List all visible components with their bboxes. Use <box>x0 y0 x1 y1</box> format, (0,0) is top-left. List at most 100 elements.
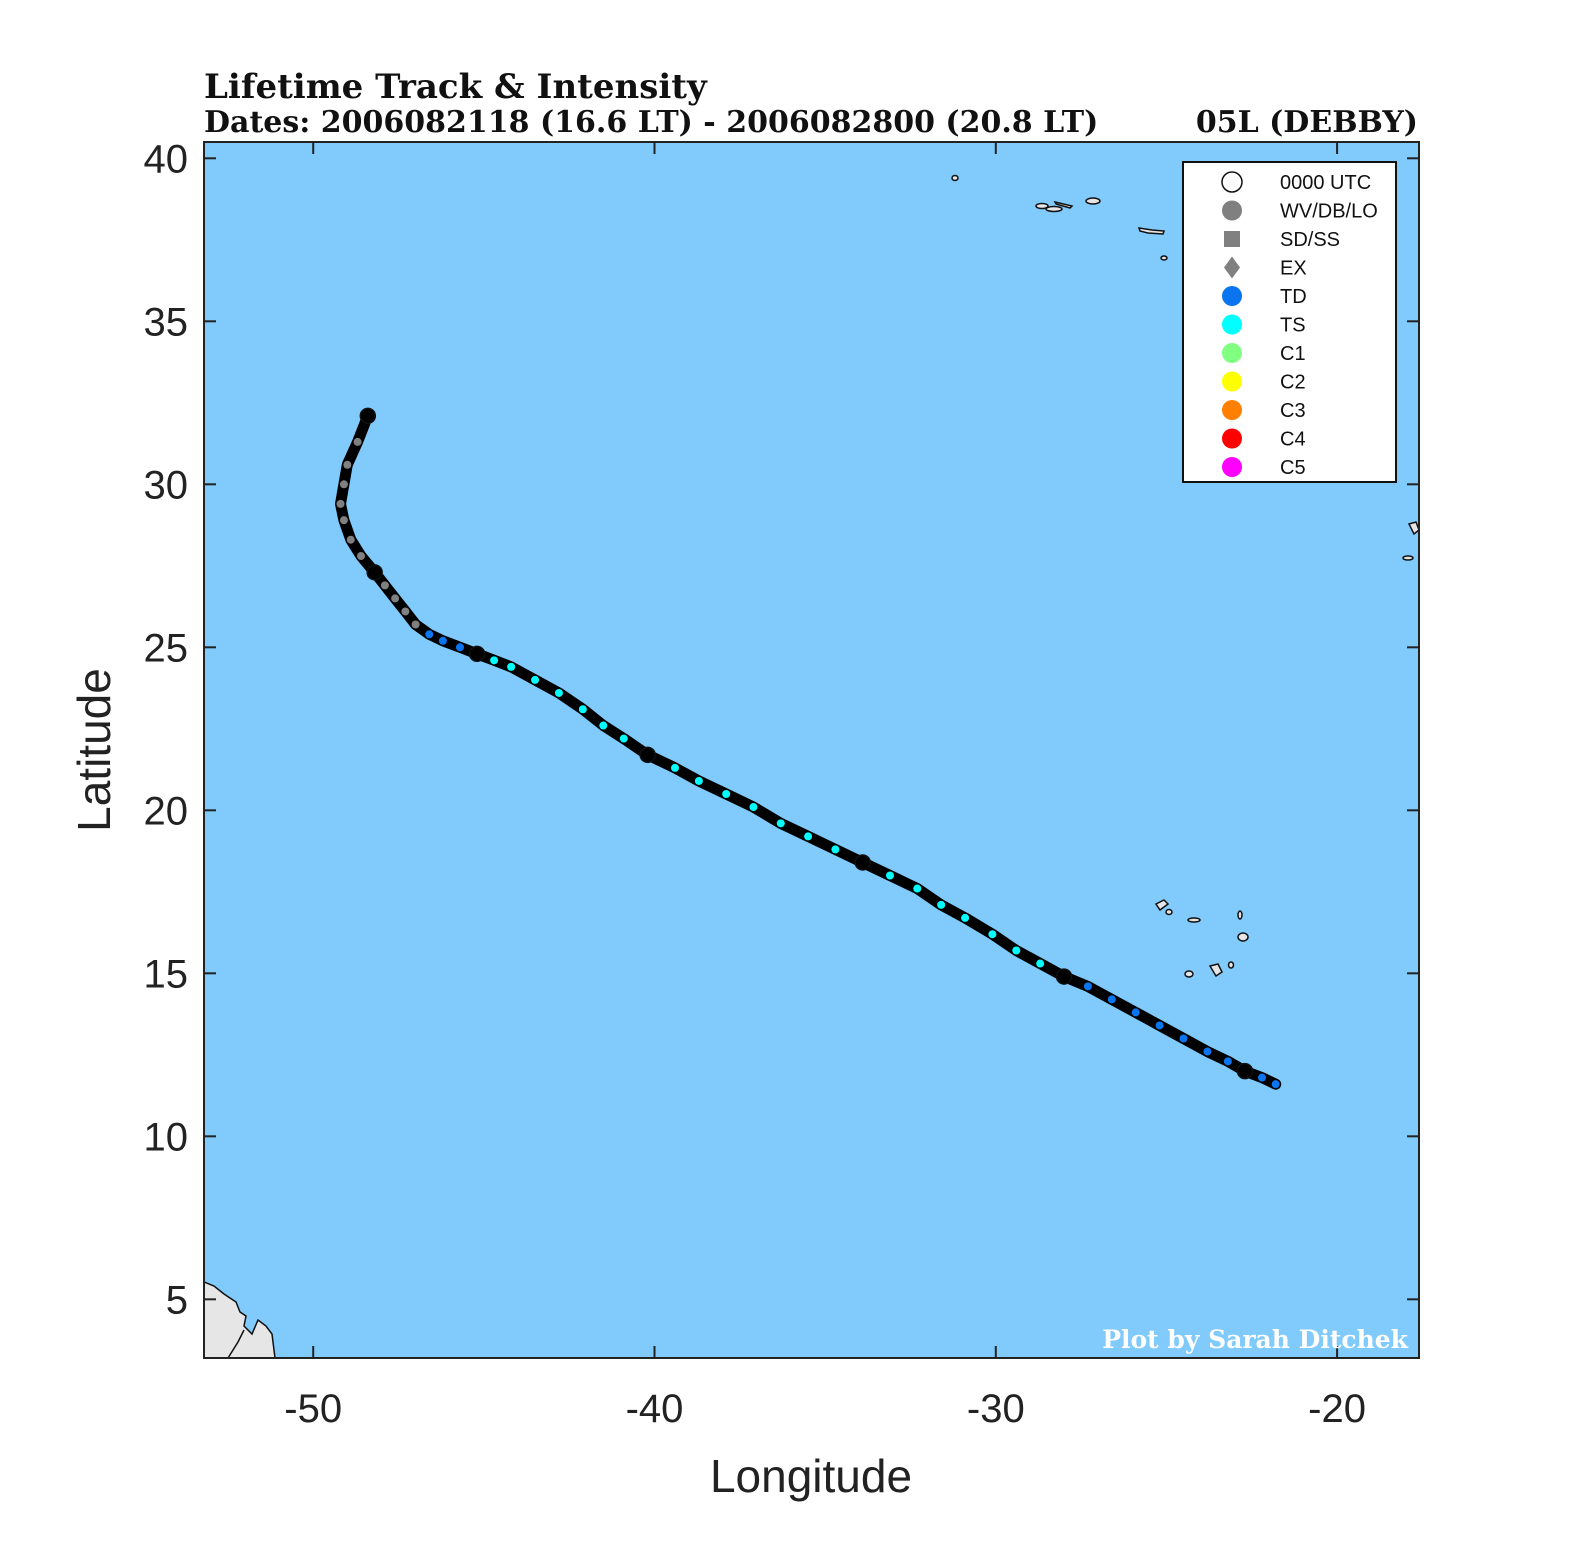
track-point-wv-db-lo <box>339 516 348 525</box>
island <box>1154 899 1170 912</box>
track-point-ts <box>988 930 997 939</box>
track-point-wv-db-lo <box>380 581 389 590</box>
track-point-0000utc <box>1055 968 1073 985</box>
legend-label-ex: EX <box>1280 258 1307 280</box>
island <box>1053 200 1074 209</box>
track-point-ts <box>831 845 840 854</box>
track-point-ts <box>578 705 587 714</box>
y-tick-label: 35 <box>144 300 189 344</box>
island <box>1402 555 1414 561</box>
track-point-td <box>1203 1047 1212 1056</box>
track-point-ts <box>670 763 679 772</box>
x-tick-label: -30 <box>967 1387 1025 1431</box>
chart-title: Lifetime Track & Intensity <box>204 67 708 107</box>
island <box>1407 521 1419 536</box>
track-point-wv-db-lo <box>353 437 362 446</box>
legend-items: 0000 UTC WV/DB/LO SD/SS EX TD TS C1 C2 C3 C4 C5 <box>1221 171 1378 479</box>
legend-label-c2: C2 <box>1280 372 1306 394</box>
track-point-ts <box>507 662 516 671</box>
south-america-coast <box>204 1281 276 1358</box>
island <box>951 174 959 182</box>
legend-label-wv-db-lo: WV/DB/LO <box>1280 201 1378 223</box>
track-point-td <box>1223 1057 1232 1066</box>
track-point-td <box>1107 995 1116 1004</box>
legend-label-sd-ss: SD/SS <box>1280 229 1340 251</box>
track-point-ts <box>913 884 922 893</box>
track-point-0000utc <box>468 645 486 663</box>
y-axis-label: Latitude <box>68 668 120 832</box>
y-tick-label: 25 <box>144 626 189 670</box>
track-point-wv-db-lo <box>336 499 345 508</box>
y-tick-label: 15 <box>144 952 189 996</box>
y-tick-label: 10 <box>144 1115 189 1159</box>
island <box>1165 908 1173 916</box>
legend-marker-c2 <box>1222 371 1242 392</box>
legend-label-0000-utc: 0000 UTC <box>1280 172 1371 194</box>
track-point-td <box>425 630 434 639</box>
island <box>1227 961 1235 969</box>
legend-marker-sd-ss <box>1224 231 1240 247</box>
legend-label-td: TD <box>1280 286 1307 308</box>
track-point-ts <box>885 871 894 880</box>
x-tick-label: -40 <box>626 1387 684 1431</box>
legend-marker-ts <box>1222 314 1242 335</box>
track-point-td <box>1179 1034 1188 1043</box>
track-point-td <box>1271 1080 1280 1089</box>
legend-box <box>1182 161 1397 483</box>
track-point-ts <box>1036 959 1045 968</box>
legend-label-c5: C5 <box>1280 457 1306 479</box>
track-point-0000utc <box>366 564 383 581</box>
track-point-ts <box>619 734 628 743</box>
y-tick-label: 20 <box>144 789 189 833</box>
track-point-wv-db-lo <box>343 460 352 469</box>
track-point-td <box>455 643 464 652</box>
track-point-wv-db-lo <box>356 552 365 561</box>
island <box>1208 963 1223 978</box>
legend-marker-c1 <box>1222 343 1242 363</box>
track-point-0000utc <box>359 407 377 425</box>
legend-label-ts: TS <box>1280 315 1306 337</box>
legend-label-c4: C4 <box>1280 429 1306 451</box>
legend-label-c1: C1 <box>1280 343 1306 365</box>
track-point-ts <box>776 819 785 828</box>
track-point-ts <box>694 776 703 785</box>
island <box>1085 197 1101 205</box>
legend-marker-c5 <box>1222 457 1242 477</box>
legend-marker-wv-db-lo <box>1222 200 1242 221</box>
legend-marker-c4 <box>1222 428 1242 449</box>
island <box>1045 205 1063 213</box>
track-point-0000utc <box>639 746 656 764</box>
track-point-ts <box>804 832 813 841</box>
track-point-td <box>438 636 447 645</box>
track-point-wv-db-lo <box>339 480 348 489</box>
plot-credit: Plot by Sarah Ditchek <box>1102 1325 1408 1354</box>
chart-subtitle-dates: Dates: 2006082118 (16.6 LT) - 2006082800… <box>204 105 1098 140</box>
track-point-td <box>1131 1008 1140 1017</box>
legend-marker-c3 <box>1222 400 1242 420</box>
track-point-td <box>1083 982 1092 991</box>
track-point-ts <box>599 721 608 730</box>
y-tick-label: 30 <box>144 463 189 507</box>
track-point-ts <box>961 913 970 922</box>
island <box>1035 202 1049 210</box>
x-tick-label: -50 <box>284 1387 342 1431</box>
island <box>1237 932 1249 942</box>
track-point-0000utc <box>1236 1062 1254 1080</box>
track-point-ts <box>554 688 563 697</box>
island <box>1137 227 1166 235</box>
track-point-ts <box>531 675 540 684</box>
y-tick-label: 5 <box>166 1278 188 1322</box>
track-point-ts <box>1012 946 1021 955</box>
track-point-wv-db-lo <box>346 535 355 544</box>
land-layer <box>204 174 1419 1358</box>
track-point-ts <box>722 790 731 799</box>
track-point-ts <box>490 656 499 665</box>
x-axis-label: Longitude <box>710 1450 912 1502</box>
track-point-td <box>1258 1073 1267 1082</box>
storm-name: 05L (DEBBY) <box>1196 105 1418 140</box>
coastline-inner <box>227 1329 245 1358</box>
track-point-td <box>1155 1021 1164 1030</box>
legend: 0000 UTC WV/DB/LO SD/SS EX TD TS C1 C2 C3 C4 C5 <box>1182 161 1397 483</box>
legend-marker-0000-utc <box>1221 171 1243 193</box>
